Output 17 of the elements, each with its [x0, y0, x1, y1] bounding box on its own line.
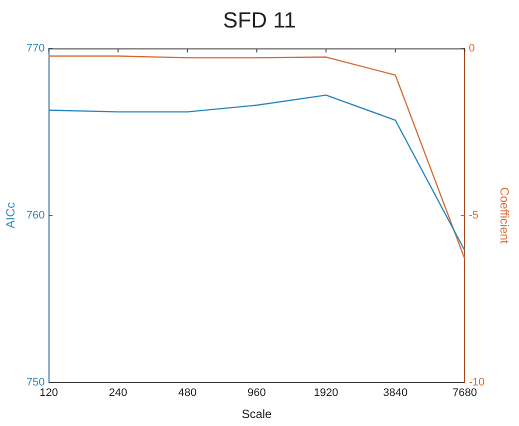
y-tick-label: 760 [26, 209, 45, 222]
chart-title: SFD 11 [223, 7, 296, 32]
x-tick-label: 960 [248, 387, 266, 400]
y2-tick-label: -10 [468, 376, 485, 388]
y2-tick-label: -5 [468, 209, 478, 222]
x-tick-label: 120 [40, 387, 58, 400]
y2-axis-title: Coefficient [497, 187, 512, 244]
y2-tick-label: 0 [468, 42, 475, 54]
x-tick-label: 7680 [452, 387, 477, 400]
x-tick-label: 240 [108, 387, 128, 400]
x-axis-title: Scale [242, 407, 272, 422]
x-tick-label: 480 [178, 387, 197, 400]
y-tick-label: 770 [26, 42, 45, 54]
x-tick-label: 1920 [314, 387, 338, 400]
y-tick-label: 750 [26, 376, 45, 388]
y-axis-title: AICc [4, 202, 18, 228]
x-tick-label: 3840 [383, 387, 408, 400]
